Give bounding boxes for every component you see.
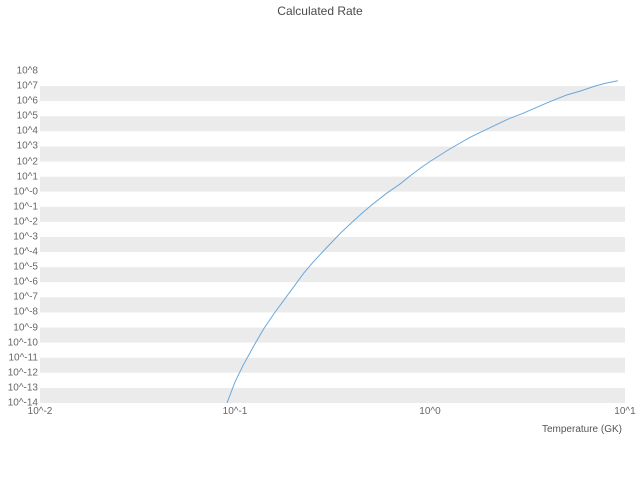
y-tick-label: 10^-2 (13, 216, 38, 228)
decade-band (40, 116, 625, 132)
y-tick-label: 10^-9 (13, 322, 38, 334)
x-tick-label: 10^0 (419, 406, 441, 417)
y-tick-label: 10^3 (16, 140, 38, 152)
decade-band (40, 71, 625, 87)
decade-band (40, 327, 625, 343)
x-tick-label: 10^-2 (27, 406, 53, 417)
decade-band (40, 267, 625, 283)
decade-band (40, 297, 625, 313)
decade-band (40, 221, 625, 237)
y-tick-label: 10^-7 (13, 291, 38, 303)
y-tick-label: 10^6 (16, 95, 38, 107)
decade-band (40, 131, 625, 147)
y-tick-label: 10^-13 (7, 382, 38, 394)
y-tick-label: 10^-1 (13, 201, 38, 213)
y-tick-label: 10^5 (16, 110, 38, 122)
x-tick-label: 10^1 (614, 406, 636, 417)
decade-band (40, 282, 625, 298)
decade-band (40, 342, 625, 358)
decade-band (40, 372, 625, 388)
y-tick-label: 10^-12 (7, 367, 38, 379)
decade-band (40, 86, 625, 102)
y-tick-label: 10^-11 (8, 352, 38, 364)
y-tick-label: 10^1 (16, 171, 38, 183)
y-tick-label: 10^-6 (13, 276, 38, 288)
decade-band (40, 237, 625, 253)
chart-title: Calculated Rate (277, 4, 363, 18)
decade-band (40, 312, 625, 328)
rate-curve (226, 80, 618, 404)
y-tick-label: 10^-0 (13, 186, 38, 198)
decade-band (40, 161, 625, 177)
x-axis-title: Temperature (GK) (541, 424, 622, 435)
y-tick-label: 10^4 (16, 125, 38, 137)
decade-band (40, 206, 625, 222)
y-tick-label: 10^7 (16, 80, 38, 92)
y-tick-label: 10^-4 (13, 246, 38, 258)
y-tick-label: 10^-8 (13, 306, 38, 318)
decade-band (40, 387, 625, 403)
decade-band (40, 191, 625, 207)
decade-band (40, 357, 625, 373)
y-tick-label: 10^8 (16, 65, 38, 77)
y-tick-label: 10^-5 (13, 261, 38, 273)
y-tick-label: 10^-10 (7, 337, 38, 349)
decade-band (40, 101, 625, 117)
decade-band (40, 146, 625, 162)
x-tick-label: 10^-1 (222, 406, 248, 417)
y-tick-label: 10^-3 (13, 231, 38, 243)
y-tick-label: 10^2 (16, 156, 38, 168)
decade-band (40, 176, 625, 192)
y-tick-label: 10^-14 (7, 397, 38, 409)
decade-band (40, 252, 625, 268)
